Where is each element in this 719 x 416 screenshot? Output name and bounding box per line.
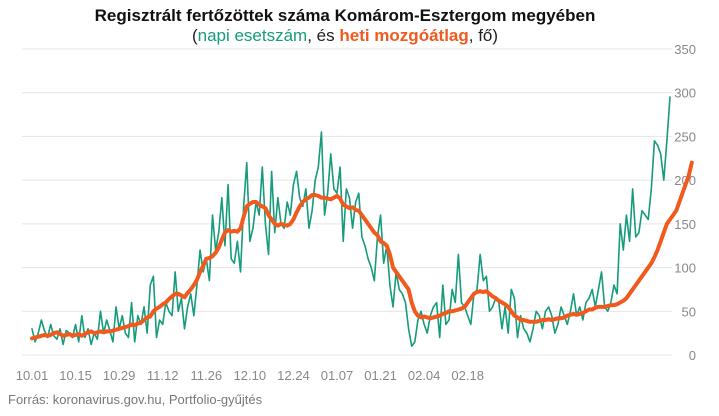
x-tick-label-12.10: 12.10	[234, 368, 267, 383]
x-tick-label-11.26: 11.26	[190, 368, 222, 383]
source-note: Forrás: koronavirus.gov.hu, Portfolio-gy…	[8, 392, 263, 407]
y-tick-label-300: 300	[674, 86, 696, 101]
subtitle-part-4: , fő)	[469, 26, 498, 45]
weekly-average-line	[30, 160, 694, 341]
chart-title: Regisztrált fertőzöttek száma Komárom-Es…	[95, 6, 596, 25]
x-tick-label-02.04: 02.04	[408, 368, 441, 383]
y-tick-label-350: 350	[674, 42, 696, 57]
y-tick-label-50: 50	[682, 304, 696, 319]
series-group	[30, 96, 694, 348]
y-tick-label-150: 150	[674, 217, 696, 232]
subtitle-part-3: heti mozgóátlag	[339, 26, 468, 45]
x-tick-label-12.24: 12.24	[277, 368, 310, 383]
x-tick-label-10.15: 10.15	[59, 368, 92, 383]
x-tick-label-10.01: 10.01	[16, 368, 49, 383]
x-tick-label-01.07: 01.07	[321, 368, 354, 383]
chart-subtitle: (napi esetszám, és heti mozgóátlag, fő)	[192, 26, 498, 45]
subtitle-part-2: , és	[307, 26, 339, 45]
x-tick-label-01.21: 01.21	[364, 368, 397, 383]
y-tick-label-250: 250	[674, 129, 696, 144]
y-tick-label-0: 0	[689, 348, 696, 363]
x-axis-ticks: 10.01 10.15 10.29 11.12 11.26 12.10 12.24 01.07…	[16, 368, 484, 383]
x-tick-label-11.12: 11.12	[147, 368, 179, 383]
y-gridlines	[22, 48, 672, 356]
subtitle-part-1: napi esetszám	[198, 26, 308, 45]
x-tick-label-02.18: 02.18	[451, 368, 484, 383]
x-tick-label-10.29: 10.29	[103, 368, 136, 383]
y-tick-label-100: 100	[674, 261, 696, 276]
subtitle-part-0: (	[192, 26, 198, 45]
daily-cases-line	[31, 96, 671, 348]
